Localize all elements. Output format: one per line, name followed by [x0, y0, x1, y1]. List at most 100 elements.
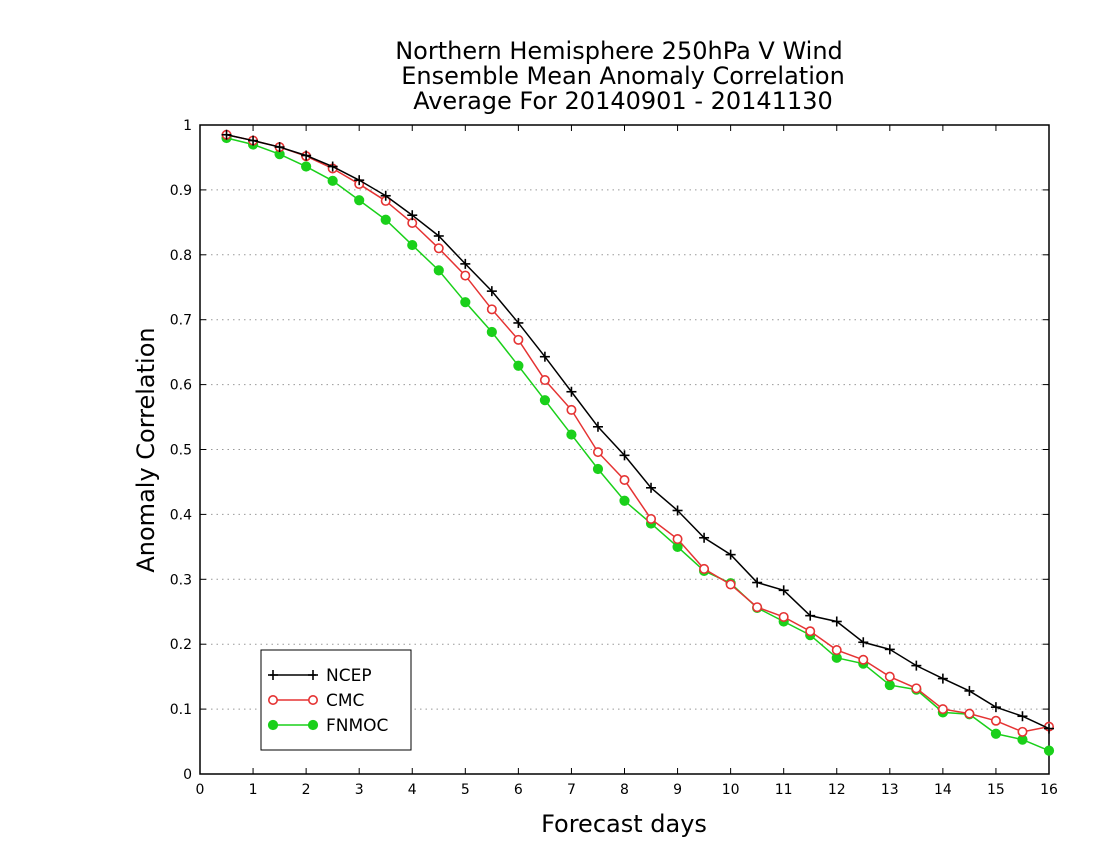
- x-tick-label: 8: [620, 782, 629, 798]
- data-point-plus: [301, 150, 312, 161]
- data-point-plus: [937, 673, 948, 684]
- data-point-filled-circle: [327, 175, 338, 186]
- y-tick-label: 0.6: [170, 378, 192, 394]
- data-point-filled-circle: [486, 326, 497, 338]
- data-point-plus: [486, 286, 497, 297]
- y-tick-label: 0.7: [170, 313, 192, 329]
- data-point-plus: [566, 386, 577, 397]
- y-tick-label: 0.9: [170, 183, 192, 199]
- data-point-open-circle: [619, 475, 630, 486]
- data-point-filled-circle: [301, 161, 312, 172]
- data-point-open-circle: [646, 513, 657, 524]
- chart-title-line-3: Average For 20140901 - 20141130: [413, 87, 833, 115]
- data-point-plus: [831, 616, 842, 627]
- data-point-open-circle: [460, 270, 471, 281]
- x-tick-label: 10: [722, 782, 740, 798]
- x-tick-label: 9: [673, 782, 682, 798]
- data-point-plus: [752, 577, 763, 588]
- data-point-plus: [433, 230, 444, 241]
- data-point-plus: [778, 585, 789, 596]
- y-tick-label: 0.1: [170, 702, 192, 718]
- data-point-plus: [380, 190, 391, 201]
- data-point-plus: [646, 482, 657, 493]
- data-point-plus: [268, 670, 278, 680]
- x-tick-label: 4: [408, 782, 417, 798]
- x-tick-label: 16: [1040, 782, 1058, 798]
- x-tick-label: 1: [249, 782, 258, 798]
- data-point-filled-circle: [990, 728, 1002, 739]
- y-tick-label: 0.3: [170, 572, 192, 588]
- data-point-plus: [221, 129, 232, 140]
- legend-label: FNMOC: [326, 716, 388, 736]
- data-point-filled-circle: [539, 395, 551, 406]
- data-series: [221, 129, 1055, 756]
- x-tick-label: 0: [196, 782, 205, 798]
- data-point-open-circle: [566, 404, 577, 415]
- data-point-open-circle: [964, 708, 975, 719]
- y-tick-label: 0.8: [170, 248, 192, 264]
- y-tick-label: 0.5: [170, 443, 192, 459]
- data-point-open-circle: [831, 645, 842, 656]
- legend-label: NCEP: [326, 666, 372, 686]
- chart-title-line-1: Northern Hemisphere 250hPa V Wind: [395, 37, 843, 65]
- data-point-open-circle: [911, 683, 922, 694]
- legend-item-ncep: NCEP: [268, 666, 372, 686]
- y-tick-label: 1: [183, 118, 192, 134]
- data-point-plus: [805, 610, 816, 621]
- legend-label: CMC: [326, 691, 364, 711]
- x-tick-label: 14: [934, 782, 952, 798]
- data-point-open-circle: [805, 626, 816, 637]
- data-point-plus: [619, 450, 630, 461]
- chart-title-line-2: Ensemble Mean Anomaly Correlation: [401, 62, 845, 90]
- grid-lines: [200, 189, 1049, 710]
- x-tick-label: 12: [828, 782, 846, 798]
- legend-item-fnmoc: FNMOC: [267, 716, 388, 736]
- x-tick-label: 6: [514, 782, 523, 798]
- data-point-filled-circle: [307, 719, 319, 731]
- y-tick-label: 0.2: [170, 637, 192, 653]
- data-point-open-circle: [884, 671, 895, 682]
- legend-item-cmc: CMC: [267, 691, 364, 711]
- data-point-plus: [592, 421, 603, 432]
- data-point-plus: [699, 532, 710, 543]
- data-point-plus: [964, 685, 975, 696]
- data-point-open-circle: [267, 694, 278, 705]
- data-point-plus: [248, 135, 259, 146]
- data-point-open-circle: [539, 375, 550, 386]
- data-point-plus: [990, 702, 1001, 713]
- data-point-plus: [858, 637, 869, 648]
- data-point-open-circle: [486, 304, 497, 315]
- y-axis-label: Anomaly Correlation: [132, 327, 160, 572]
- data-point-filled-circle: [592, 463, 604, 475]
- x-axis-label: Forecast days: [541, 810, 707, 838]
- series-line: [226, 134, 1050, 730]
- x-tick-label: 5: [461, 782, 470, 798]
- data-point-open-circle: [699, 563, 710, 574]
- series-line: [226, 134, 1050, 733]
- data-point-filled-circle: [460, 297, 471, 308]
- data-point-plus: [274, 142, 285, 153]
- data-point-plus: [911, 660, 922, 671]
- x-tick-label: 11: [775, 782, 793, 798]
- data-point-filled-circle: [267, 719, 279, 731]
- data-point-open-circle: [513, 334, 524, 345]
- data-point-open-circle: [990, 715, 1001, 726]
- data-point-open-circle: [307, 694, 318, 705]
- axis-ticks: 00.10.20.30.40.50.60.70.80.910 1 2 3 4 5 6 7 8 9 1…: [170, 118, 1058, 798]
- data-point-filled-circle: [619, 495, 630, 506]
- legend: NCEP CMC FNMOC: [260, 649, 412, 751]
- data-point-plus: [308, 670, 318, 680]
- data-point-plus: [327, 161, 338, 172]
- data-point-filled-circle: [380, 214, 391, 225]
- series-ncep: [221, 129, 1054, 734]
- x-tick-label: 2: [302, 782, 311, 798]
- data-point-open-circle: [433, 243, 444, 254]
- data-point-plus: [513, 317, 524, 328]
- data-point-open-circle: [937, 704, 948, 715]
- data-point-filled-circle: [407, 239, 418, 251]
- data-point-plus: [725, 549, 736, 560]
- data-point-plus: [460, 258, 471, 269]
- data-point-open-circle: [752, 602, 763, 613]
- data-point-filled-circle: [433, 265, 444, 276]
